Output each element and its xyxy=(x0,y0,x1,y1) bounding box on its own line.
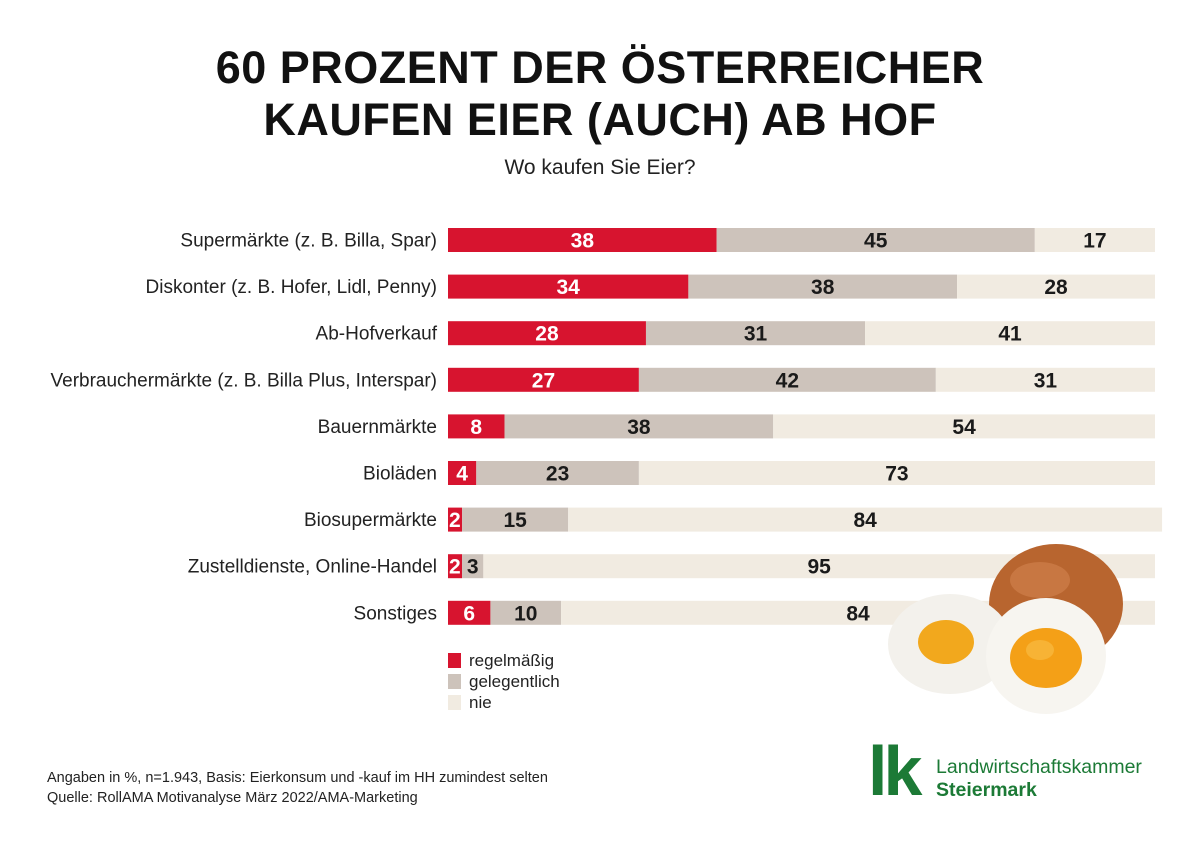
footnote: Angaben in %, n=1.943, Basis: Eierkonsum… xyxy=(47,768,548,808)
bar-gelegentlich-zustelldienste-online-handel xyxy=(462,554,484,579)
bar-regelmaessig-bauernmaerkte xyxy=(448,414,505,439)
value-label-gelegentlich-diskonter-z-b-hofer-lidl-penny: 38 xyxy=(811,276,835,299)
legend-label-nie: nie xyxy=(469,692,492,712)
legend-item-gelegentlich: gelegentlich xyxy=(448,671,560,692)
bar-nie-diskonter-z-b-hofer-lidl-penny xyxy=(957,274,1155,299)
legend-swatch-gelegentlich xyxy=(448,674,461,689)
bar-nie-biosupermaerkte xyxy=(568,507,1163,532)
category-label-biolaeden: Bioläden xyxy=(363,464,437,485)
value-label-regelmaessig-ab-hofverkauf: 28 xyxy=(535,323,559,346)
bar-regelmaessig-diskonter-z-b-hofer-lidl-penny xyxy=(448,274,689,299)
value-label-regelmaessig-supermaerkte-z-b-billa-spar: 38 xyxy=(571,230,595,253)
bar-regelmaessig-biosupermaerkte xyxy=(448,507,463,532)
category-label-biosupermaerkte: Biosupermärkte xyxy=(304,510,437,531)
bar-regelmaessig-ab-hofverkauf xyxy=(448,321,646,346)
bar-gelegentlich-biosupermaerkte xyxy=(462,507,569,532)
bar-gelegentlich-ab-hofverkauf xyxy=(645,321,866,346)
value-label-nie-bauernmaerkte: 54 xyxy=(952,416,976,439)
bar-nie-biolaeden xyxy=(638,461,1155,485)
value-label-nie-biolaeden: 73 xyxy=(885,463,908,486)
value-label-gelegentlich-ab-hofverkauf: 31 xyxy=(744,323,768,346)
legend-label-regelmaessig: regelmäßig xyxy=(469,650,555,670)
value-label-regelmaessig-zustelldienste-online-handel: 2 xyxy=(449,556,461,579)
title-line-1: 60 PROZENT DER ÖSTERREICHER xyxy=(215,42,985,93)
category-label-sonstiges: Sonstiges xyxy=(354,603,437,624)
value-label-regelmaessig-bauernmaerkte: 8 xyxy=(470,416,482,439)
value-label-regelmaessig-verbrauchermaerkte-z-b-billa-plus-interspar: 27 xyxy=(532,369,555,392)
category-label-supermaerkte-z-b-billa-spar: Supermärkte (z. B. Billa, Spar) xyxy=(180,231,437,252)
value-label-regelmaessig-biosupermaerkte: 2 xyxy=(449,509,461,532)
footnote-basis: Angaben in %, n=1.943, Basis: Eierkonsum… xyxy=(47,770,548,786)
legend-swatch-regelmaessig xyxy=(448,653,461,668)
logo-line-2: Steiermark xyxy=(936,779,1037,801)
title-line-2: KAUFEN EIER (AUCH) AB HOF xyxy=(263,94,937,145)
legend: regelmäßig gelegentlich nie xyxy=(448,650,560,713)
value-label-nie-diskonter-z-b-hofer-lidl-penny: 28 xyxy=(1044,276,1068,299)
bar-nie-bauernmaerkte xyxy=(773,414,1155,439)
value-label-gelegentlich-biosupermaerkte: 15 xyxy=(503,509,527,532)
bar-nie-supermaerkte-z-b-billa-spar xyxy=(1034,228,1155,252)
bar-gelegentlich-biolaeden xyxy=(476,461,639,485)
chart-subtitle: Wo kaufen Sie Eier? xyxy=(504,156,696,179)
legend-swatch-nie xyxy=(448,695,461,710)
value-label-gelegentlich-zustelldienste-online-handel: 3 xyxy=(467,556,479,579)
value-label-nie-ab-hofverkauf: 41 xyxy=(998,323,1022,346)
value-label-regelmaessig-sonstiges: 6 xyxy=(463,602,475,625)
category-label-verbrauchermaerkte-z-b-billa-plus-interspar: Verbrauchermärkte (z. B. Billa Plus, Int… xyxy=(51,370,437,391)
value-label-gelegentlich-sonstiges: 10 xyxy=(514,602,537,625)
legend-item-regelmaessig: regelmäßig xyxy=(448,650,560,671)
value-label-gelegentlich-verbrauchermaerkte-z-b-billa-plus-interspar: 42 xyxy=(776,369,799,392)
bar-regelmaessig-zustelldienste-online-handel xyxy=(448,554,463,579)
category-label-diskonter-z-b-hofer-lidl-penny: Diskonter (z. B. Hofer, Lidl, Penny) xyxy=(146,277,437,298)
logo-mark: lk xyxy=(868,732,922,810)
value-label-gelegentlich-supermaerkte-z-b-billa-spar: 45 xyxy=(864,230,888,253)
legend-label-gelegentlich: gelegentlich xyxy=(469,671,560,691)
stacked-bar-chart: Supermärkte (z. B. Billa, Spar) 38 45 17Dis… xyxy=(51,228,1163,625)
boiled-eggs-image xyxy=(888,544,1123,714)
value-label-nie-supermaerkte-z-b-billa-spar: 17 xyxy=(1083,230,1106,253)
category-label-bauernmaerkte: Bauernmärkte xyxy=(318,417,437,438)
value-label-gelegentlich-biolaeden: 23 xyxy=(546,463,569,486)
footnote-source: Quelle: RollAMA Motivanalyse März 2022/A… xyxy=(47,790,418,806)
value-label-regelmaessig-biolaeden: 4 xyxy=(456,463,468,486)
bar-regelmaessig-biolaeden xyxy=(448,461,477,485)
chart-title: 60 PROZENT DER ÖSTERREICHER KAUFEN EIER … xyxy=(0,42,1200,146)
bar-gelegentlich-diskonter-z-b-hofer-lidl-penny xyxy=(688,274,958,299)
legend-item-nie: nie xyxy=(448,692,560,713)
bar-regelmaessig-sonstiges xyxy=(448,600,491,625)
bar-gelegentlich-verbrauchermaerkte-z-b-billa-plus-interspar xyxy=(638,367,936,392)
bar-gelegentlich-bauernmaerkte xyxy=(504,414,774,439)
bar-regelmaessig-verbrauchermaerkte-z-b-billa-plus-interspar xyxy=(448,367,639,392)
value-label-nie-sonstiges: 84 xyxy=(846,602,870,625)
category-label-zustelldienste-online-handel: Zustelldienste, Online-Handel xyxy=(188,557,437,578)
logo: lk Landwirtschaftskammer Steiermark xyxy=(868,732,1168,810)
value-label-nie-biosupermaerkte: 84 xyxy=(853,509,877,532)
value-label-nie-zustelldienste-online-handel: 95 xyxy=(807,556,831,579)
logo-text: Landwirtschaftskammer Steiermark xyxy=(936,756,1142,802)
category-label-ab-hofverkauf: Ab-Hofverkauf xyxy=(316,324,438,345)
logo-line-1: Landwirtschaftskammer xyxy=(936,756,1142,778)
value-label-nie-verbrauchermaerkte-z-b-billa-plus-interspar: 31 xyxy=(1034,369,1058,392)
bar-gelegentlich-sonstiges xyxy=(490,600,562,625)
bar-gelegentlich-supermaerkte-z-b-billa-spar xyxy=(716,228,1035,252)
value-label-regelmaessig-diskonter-z-b-hofer-lidl-penny: 34 xyxy=(557,276,581,299)
bar-regelmaessig-supermaerkte-z-b-billa-spar xyxy=(448,228,717,252)
bar-nie-ab-hofverkauf xyxy=(865,321,1155,346)
value-label-gelegentlich-bauernmaerkte: 38 xyxy=(627,416,651,439)
bar-nie-verbrauchermaerkte-z-b-billa-plus-interspar xyxy=(935,367,1155,392)
